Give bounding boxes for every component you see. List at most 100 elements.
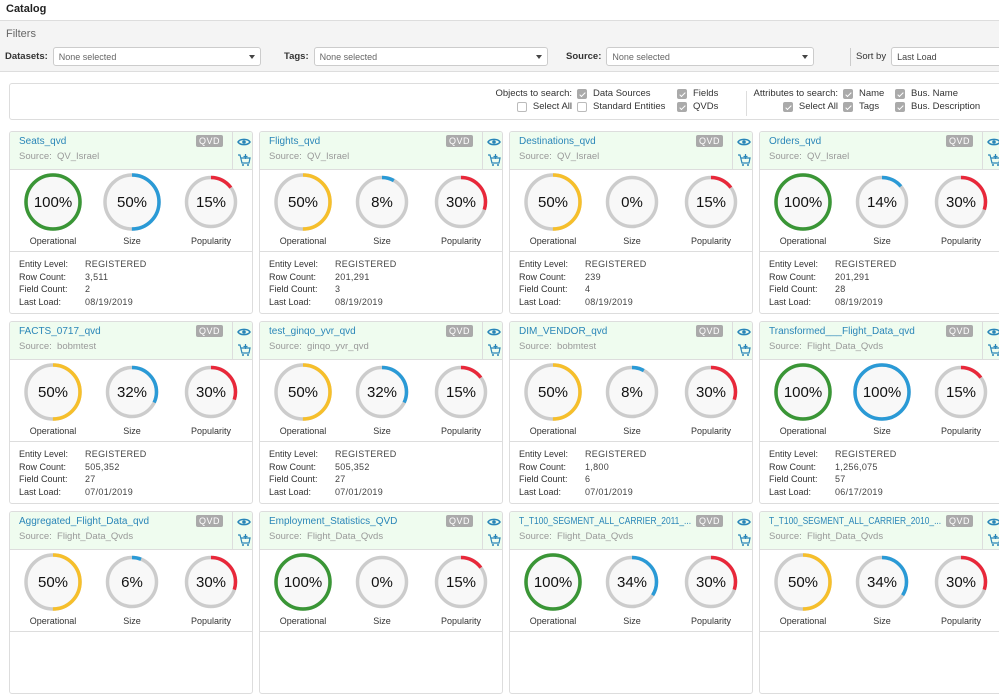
checkbox-fields[interactable]: Fields: [677, 88, 718, 99]
card-gauges: 100% Operational 0% Size 15% Popularity: [260, 550, 502, 632]
catalog-card[interactable]: Flights_qvd Source: QV_Israel QVD 50% Op…: [259, 131, 503, 314]
checkbox-tags[interactable]: Tags: [843, 101, 879, 112]
checkbox[interactable]: [577, 101, 587, 112]
card-actions: [482, 322, 502, 360]
detail-key: Field Count:: [269, 474, 318, 484]
eye-icon[interactable]: [737, 325, 751, 339]
checkbox-name[interactable]: Name: [843, 88, 884, 99]
catalog-card[interactable]: FACTS_0717_qvd Source: bobmtest QVD 50% …: [9, 321, 253, 504]
catalog-card[interactable]: Seats_qvd Source: QV_Israel QVD 100% Ope…: [9, 131, 253, 314]
checkbox[interactable]: [516, 101, 527, 112]
add-to-cart-icon[interactable]: [487, 343, 501, 357]
source-value: QV_Israel: [807, 151, 850, 162]
entity-level-row: Entity Level: REGISTERED: [269, 448, 397, 461]
size-gauge: 32% Size: [342, 360, 422, 442]
add-to-cart-icon[interactable]: [737, 533, 751, 547]
checkbox[interactable]: [895, 88, 905, 99]
eye-icon[interactable]: [987, 515, 999, 529]
card-title-link[interactable]: DIM_VENDOR_qvd: [519, 326, 608, 337]
eye-icon[interactable]: [237, 135, 251, 149]
add-to-cart-icon[interactable]: [487, 153, 501, 167]
card-title-link[interactable]: test_ginqo_yvr_qvd: [269, 326, 356, 337]
eye-icon[interactable]: [737, 135, 751, 149]
checkbox-objects-select-all[interactable]: Select All: [516, 101, 572, 112]
checkbox[interactable]: [895, 101, 905, 112]
checkbox-data-sources[interactable]: Data Sources: [577, 88, 651, 99]
operational-ring: [774, 553, 832, 611]
eye-icon[interactable]: [987, 325, 999, 339]
add-to-cart-icon[interactable]: [737, 343, 751, 357]
eye-icon[interactable]: [487, 515, 501, 529]
checkbox[interactable]: [577, 88, 587, 99]
datasets-select[interactable]: None selected: [52, 47, 261, 66]
eye-icon[interactable]: [487, 135, 501, 149]
eye-icon[interactable]: [487, 325, 501, 339]
detail-value: REGISTERED: [585, 449, 647, 459]
detail-key: Field Count:: [519, 284, 568, 294]
operational-value: 100%: [283, 574, 323, 591]
detail-key: Entity Level:: [269, 259, 319, 269]
catalog-card[interactable]: DIM_VENDOR_qvd Source: bobmtest QVD 50% …: [509, 321, 753, 504]
operational-label: Operational: [779, 236, 827, 246]
card-title-link[interactable]: Seats_qvd: [19, 136, 67, 147]
source-key: Source:: [19, 151, 52, 162]
add-to-cart-icon[interactable]: [987, 153, 999, 167]
card-title-link[interactable]: Orders_qvd: [769, 136, 822, 147]
add-to-cart-icon[interactable]: [237, 153, 251, 167]
gauge-fill: [274, 173, 332, 231]
catalog-card[interactable]: T_T100_SEGMENT_ALL_CARRIER_2010_... Sour…: [759, 511, 999, 694]
eye-icon[interactable]: [737, 515, 751, 529]
source-value: QV_Israel: [57, 151, 100, 162]
operational-value: 50%: [537, 194, 569, 211]
card-title-link[interactable]: Employment_Statistics_QVD: [269, 516, 398, 527]
catalog-card[interactable]: Employment_Statistics_QVD Source: Flight…: [259, 511, 503, 694]
eye-icon[interactable]: [237, 515, 251, 529]
add-to-cart-icon[interactable]: [487, 533, 501, 547]
add-to-cart-icon[interactable]: [987, 533, 999, 547]
eye-icon[interactable]: [987, 135, 999, 149]
checkbox-standard-entities[interactable]: Standard Entities: [577, 101, 665, 112]
checkbox[interactable]: [782, 101, 793, 112]
card-gauges: 50% Operational 0% Size 15% Popularity: [510, 170, 752, 252]
checkbox-qvds[interactable]: QVDs: [677, 101, 718, 112]
popularity-label: Popularity: [940, 616, 982, 626]
attributes-to-search-label: Attributes to search:: [753, 88, 838, 99]
catalog-card[interactable]: Orders_qvd Source: QV_Israel QVD 100% Op…: [759, 131, 999, 314]
detail-value: 505,352: [85, 461, 120, 472]
source-select[interactable]: None selected: [606, 47, 815, 66]
card-title-link[interactable]: Flights_qvd: [269, 136, 321, 147]
eye-icon[interactable]: [237, 325, 251, 339]
add-to-cart-icon[interactable]: [237, 343, 251, 357]
source-key: Source:: [19, 531, 52, 542]
sort-select[interactable]: Last Load: [891, 47, 999, 66]
operational-gauge: 100% Operational: [763, 360, 843, 442]
checkbox[interactable]: [677, 88, 687, 99]
tags-select[interactable]: None selected: [313, 47, 548, 66]
card-title-link[interactable]: T_T100_SEGMENT_ALL_CARRIER_2011_...: [519, 516, 692, 527]
card-title-link[interactable]: FACTS_0717_qvd: [19, 326, 101, 337]
detail-key: Entity Level:: [769, 259, 819, 269]
catalog-card[interactable]: test_ginqo_yvr_qvd Source: ginqo_yvr_qvd…: [259, 321, 503, 504]
card-title-link[interactable]: T_T100_SEGMENT_ALL_CARRIER_2010_...: [769, 516, 942, 527]
checkbox-attributes-select-all[interactable]: Select All: [782, 101, 838, 112]
add-to-cart-icon[interactable]: [987, 343, 999, 357]
gauge-fill: [524, 553, 582, 611]
catalog-card[interactable]: T_T100_SEGMENT_ALL_CARRIER_2011_... Sour…: [509, 511, 753, 694]
checkbox-bus-description[interactable]: Bus. Description: [895, 101, 980, 112]
popularity-value: 30%: [695, 574, 727, 591]
chevron-down-icon: [802, 55, 809, 59]
add-to-cart-icon[interactable]: [737, 153, 751, 167]
checkbox[interactable]: [843, 88, 853, 99]
catalog-card[interactable]: Aggregated_Flight_Data_qvd Source: Fligh…: [9, 511, 253, 694]
card-title-link[interactable]: Destinations_qvd: [519, 136, 596, 147]
catalog-card[interactable]: Transformed___Flight_Data_qvd Source: Fl…: [759, 321, 999, 504]
card-title-link[interactable]: Aggregated_Flight_Data_qvd: [19, 516, 150, 527]
add-to-cart-icon[interactable]: [237, 533, 251, 547]
popularity-label: Popularity: [940, 426, 982, 436]
catalog-card[interactable]: Destinations_qvd Source: QV_Israel QVD 5…: [509, 131, 753, 314]
operational-value: 50%: [287, 194, 319, 211]
checkbox[interactable]: [677, 101, 687, 112]
checkbox-bus-name[interactable]: Bus. Name: [895, 88, 958, 99]
card-title-link[interactable]: Transformed___Flight_Data_qvd: [769, 326, 915, 337]
checkbox[interactable]: [843, 101, 853, 112]
